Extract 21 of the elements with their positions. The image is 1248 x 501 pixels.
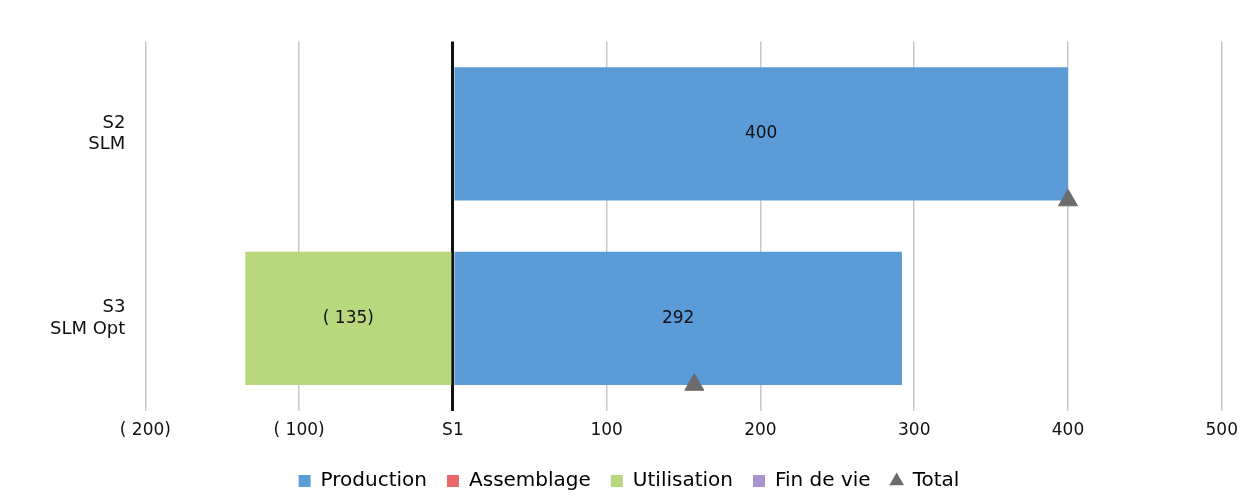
data-label: 292: [661, 306, 695, 327]
x-tick-label: S1: [442, 419, 464, 440]
legend-label: Production: [320, 467, 428, 492]
data-label: 400: [744, 122, 778, 143]
x-tick-label: 300: [898, 419, 931, 440]
x-tick-label: 400: [1051, 419, 1085, 440]
y-tick-label: S2 SLM: [88, 110, 126, 154]
legend-label: Fin de vie: [774, 467, 871, 492]
legend-label: Total: [911, 467, 960, 492]
x-tick-label: ( 100): [273, 419, 325, 440]
x-tick-label: 200: [744, 419, 777, 440]
x-tick-label: ( 200): [119, 419, 171, 440]
x-tick-label: 100: [590, 419, 623, 440]
bar: [454, 251, 902, 385]
y-tick-label: S3 SLM Opt: [50, 295, 126, 338]
bar: [245, 251, 452, 385]
x-tick-label: 500: [1205, 419, 1238, 440]
bar: [454, 67, 1068, 201]
data-label: ( 135): [322, 306, 374, 327]
legend-label: Utilisation: [632, 467, 733, 492]
legend-label: Assemblage: [469, 467, 591, 492]
